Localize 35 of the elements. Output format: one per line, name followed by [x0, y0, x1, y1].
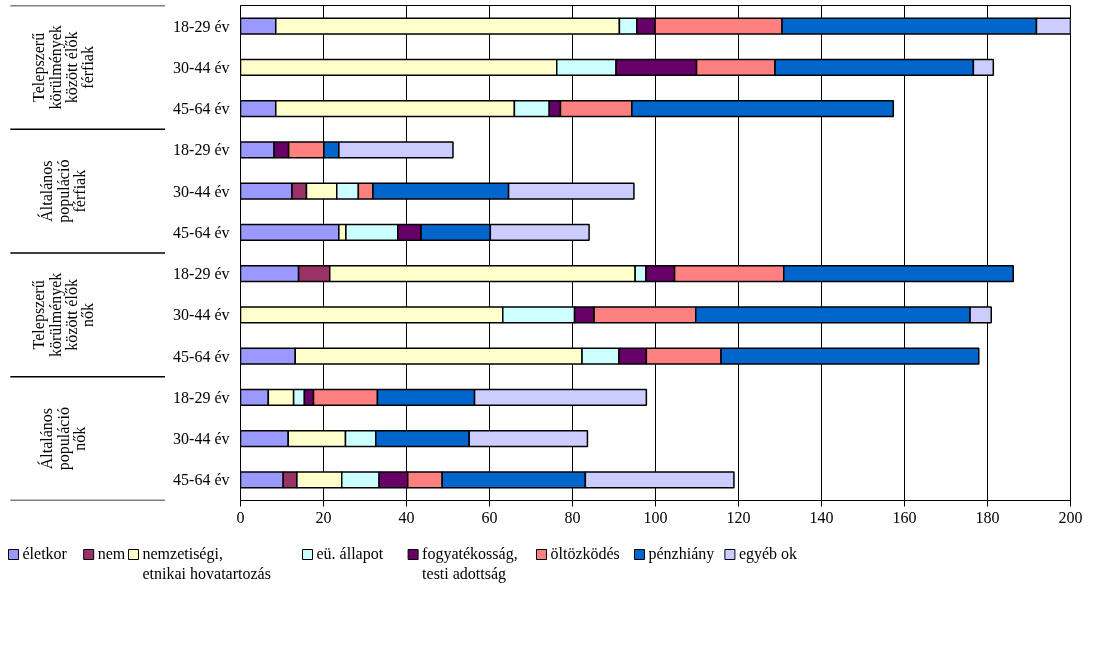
text: Telepszerű körülmények között élők férfiak	[30, 25, 96, 110]
y-tick-label: 45-64 év	[173, 100, 230, 118]
legend-label: életkor	[22, 544, 68, 562]
x-tick-label: 0	[236, 508, 245, 526]
x-tick-label: 180	[975, 508, 1000, 526]
x-tick-label: 160	[892, 508, 917, 526]
y-tick-label: 18-29 év	[173, 265, 230, 283]
y-tick-label: 30-44 év	[173, 306, 230, 324]
y-tick-label: 30-44 év	[173, 58, 230, 76]
x-tick-label: 100	[643, 508, 668, 526]
y-tick-label: 45-64 év	[173, 347, 230, 365]
x-tick-label: 200	[1058, 508, 1083, 526]
legend-label: egyéb ok	[738, 544, 798, 563]
x-tick-label: 60	[481, 508, 498, 526]
x-tick-label: 140	[809, 508, 834, 526]
x-tick-label: 20	[315, 508, 332, 526]
text: Általános populáció férfiak	[37, 159, 88, 223]
y-tick-label: 30-44 év	[173, 430, 230, 448]
legend-label: nem	[97, 544, 126, 562]
legend-label: nemzetiségi, etnikai hovatartozás	[142, 544, 271, 582]
legend-label: eü. állapot	[316, 544, 384, 563]
legend-label: öltözködés	[550, 544, 620, 562]
y-tick-label: 30-44 év	[173, 182, 230, 200]
y-tick-label: 18-29 év	[173, 17, 230, 35]
y-tick-label: 45-64 év	[173, 223, 230, 241]
legend-label: fogyatékosság, testi adottság	[422, 544, 518, 583]
text: Általános populáció nők	[37, 407, 88, 471]
x-tick-label: 120	[726, 508, 751, 526]
y-tick-label: 45-64 év	[173, 471, 230, 489]
text: Telepszerű körülmények között élők nők	[30, 272, 96, 358]
legend-label: pénzhiány	[648, 544, 715, 563]
x-tick-label: 80	[564, 508, 581, 526]
y-tick-label: 18-29 év	[173, 141, 230, 159]
y-tick-label: 18-29 év	[173, 388, 230, 406]
x-tick-label: 40	[398, 508, 415, 526]
